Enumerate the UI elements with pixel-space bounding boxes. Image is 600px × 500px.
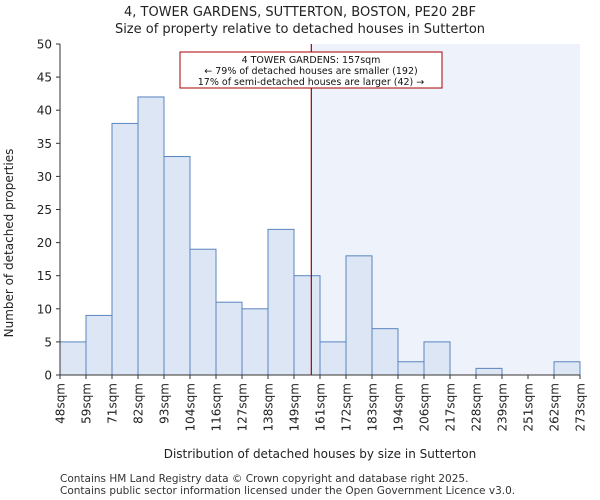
bar-127sqm	[241, 308, 269, 376]
x-tick-label: 116sqm	[210, 383, 224, 431]
y-tick-label: 25	[37, 203, 52, 217]
x-tick-label: 206sqm	[418, 383, 432, 431]
x-axis-label: Distribution of detached houses by size …	[164, 447, 477, 461]
chart-title: 4, TOWER GARDENS, SUTTERTON, BOSTON, PE2…	[123, 5, 477, 20]
x-tick-label: 172sqm	[340, 383, 354, 431]
bar-161sqm	[319, 341, 347, 376]
x-tick-label: 228sqm	[470, 383, 484, 431]
bar-228sqm	[475, 367, 503, 376]
x-tick-label: 104sqm	[184, 383, 198, 431]
y-tick-label: 5	[44, 335, 52, 349]
bar-138sqm	[267, 228, 295, 376]
bar-194sqm	[397, 361, 425, 376]
x-tick-label: 48sqm	[54, 383, 68, 424]
y-tick-label: 0	[44, 369, 52, 383]
x-tick-label: 93sqm	[158, 383, 172, 424]
y-tick-label: 50	[37, 38, 52, 52]
footer-line-2: Contains public sector information licen…	[60, 485, 516, 497]
bar-116sqm	[215, 301, 243, 376]
bars-layer	[59, 96, 581, 376]
annotation-line-1: 4 TOWER GARDENS: 157sqm	[242, 55, 381, 66]
x-tick-label: 127sqm	[236, 383, 250, 431]
x-tick-label: 251sqm	[522, 383, 536, 431]
x-ticks-layer: 48sqm 59sqm 71sqm 82sqm 93sqm 104sqm 116sqm 127…	[54, 375, 588, 431]
annotation-line-2: ← 79% of detached houses are smaller (19…	[204, 66, 417, 77]
bar-59sqm	[85, 314, 113, 376]
y-tick-label: 20	[37, 236, 52, 250]
x-tick-label: 59sqm	[80, 383, 94, 424]
annotation-box	[179, 51, 443, 89]
bar-262sqm	[553, 361, 581, 376]
bar-82sqm	[137, 96, 165, 376]
x-tick-label: 138sqm	[262, 383, 276, 431]
bar-93sqm	[163, 156, 191, 376]
bar-71sqm	[111, 122, 139, 376]
y-tick-label: 35	[37, 137, 52, 151]
marker-layer: 4 TOWER GARDENS: 157sqm← 79% of detached…	[179, 44, 443, 375]
annotation-line-3: 17% of semi-detached houses are larger (…	[198, 77, 425, 88]
x-tick-label: 149sqm	[288, 383, 302, 431]
bar-149sqm	[293, 275, 321, 376]
x-tick-label: 161sqm	[314, 383, 328, 431]
y-tick-label: 40	[37, 104, 52, 118]
x-tick-label: 273sqm	[574, 383, 588, 431]
bar-206sqm	[423, 341, 451, 376]
x-tick-label: 71sqm	[106, 383, 120, 424]
bar-183sqm	[371, 328, 399, 376]
y-tick-label: 10	[37, 302, 52, 316]
x-tick-label: 194sqm	[392, 383, 406, 431]
x-tick-label: 82sqm	[132, 383, 146, 424]
bar-172sqm	[345, 255, 373, 376]
y-axis-label: Number of detached properties	[2, 149, 16, 338]
x-tick-label: 183sqm	[366, 383, 380, 431]
chart-title-block: 4, TOWER GARDENS, SUTTERTON, BOSTON, PE2…	[0, 4, 600, 38]
bar-104sqm	[189, 248, 217, 376]
footer-line-1: Contains HM Land Registry data © Crown c…	[60, 473, 469, 485]
y-tick-label: 45	[37, 71, 52, 85]
x-tick-label: 217sqm	[444, 383, 458, 431]
y-ticks-layer: 0 5 10 15 20 25 30 35 40 45 50	[37, 38, 60, 383]
y-tick-label: 15	[37, 269, 52, 283]
bar-48sqm	[59, 341, 87, 376]
x-tick-label: 239sqm	[496, 383, 510, 431]
y-tick-label: 30	[37, 170, 52, 184]
chart-subtitle: Size of property relative to detached ho…	[114, 22, 486, 37]
x-tick-label: 262sqm	[548, 383, 562, 431]
